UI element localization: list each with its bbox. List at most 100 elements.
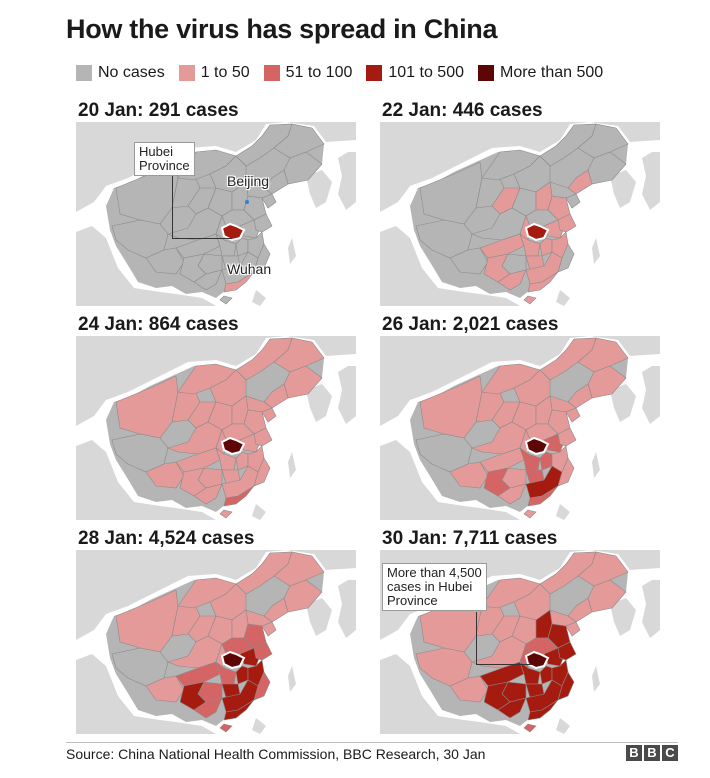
hubei-province-label: Hubei Province bbox=[134, 142, 195, 176]
legend-item: 101 to 500 bbox=[366, 64, 464, 82]
footer: Source: China National Health Commission… bbox=[66, 742, 678, 765]
region-province bbox=[221, 683, 241, 699]
neighbor-land bbox=[306, 384, 332, 422]
legend: No cases 1 to 50 51 to 100 101 to 500 More t… bbox=[76, 62, 617, 84]
region-province bbox=[523, 723, 537, 733]
neighbor-land bbox=[556, 504, 570, 520]
region-province bbox=[565, 407, 581, 423]
legend-label: 101 to 500 bbox=[388, 64, 464, 81]
region-province bbox=[527, 271, 559, 293]
region-province bbox=[523, 295, 537, 305]
map-panel-24-jan: 24 Jan: 864 cases bbox=[76, 314, 356, 522]
region-province bbox=[187, 615, 217, 643]
beijing-label: Beijing bbox=[227, 173, 270, 189]
region-province bbox=[219, 295, 233, 305]
neighbor-land bbox=[76, 440, 216, 520]
panel-title: 26 Jan: 2,021 cases bbox=[382, 314, 559, 335]
neighbor-land bbox=[592, 238, 600, 264]
china-map bbox=[380, 336, 660, 520]
map-panel-26-jan: 26 Jan: 2,021 cases bbox=[380, 314, 660, 522]
panel-title: 20 Jan: 291 cases bbox=[78, 100, 239, 121]
neighbor-land bbox=[76, 654, 216, 734]
china-map bbox=[76, 550, 356, 734]
region-province bbox=[491, 615, 521, 643]
china-map bbox=[76, 122, 356, 306]
hubei-total-leader-line bbox=[476, 664, 532, 665]
china-map-svg bbox=[76, 122, 356, 306]
legend-item: 51 to 100 bbox=[263, 64, 353, 82]
legend-item: No cases bbox=[76, 64, 165, 82]
neighbor-land bbox=[380, 226, 520, 306]
neighbor-land bbox=[380, 440, 520, 520]
neighbor-land bbox=[76, 550, 356, 640]
region-province bbox=[187, 187, 217, 215]
beijing-marker bbox=[245, 200, 249, 204]
region-province bbox=[193, 269, 223, 291]
region-province bbox=[491, 401, 521, 429]
region-province bbox=[557, 427, 577, 447]
neighbor-land bbox=[556, 290, 570, 306]
region-province bbox=[565, 193, 581, 209]
region-province bbox=[187, 401, 217, 429]
region-province bbox=[261, 407, 277, 423]
region-hubei bbox=[524, 222, 550, 242]
neighbor-land bbox=[252, 290, 266, 306]
neighbor-land bbox=[380, 122, 660, 212]
legend-label: No cases bbox=[98, 64, 165, 81]
hubei-leader-line bbox=[172, 238, 232, 239]
map-panel-20-jan: 20 Jan: 291 cases bbox=[76, 100, 356, 308]
region-province bbox=[491, 187, 521, 215]
neighbor-land bbox=[610, 170, 636, 208]
hubei-leader-line bbox=[172, 172, 173, 238]
panel-title: 24 Jan: 864 cases bbox=[78, 314, 239, 335]
china-map bbox=[380, 122, 660, 306]
neighbor-land bbox=[642, 580, 660, 638]
bbc-logo-block: B bbox=[644, 745, 660, 761]
bbc-logo-block: B bbox=[626, 745, 642, 761]
region-province bbox=[497, 697, 527, 719]
region-province bbox=[525, 469, 545, 485]
legend-label: 51 to 100 bbox=[285, 64, 353, 81]
neighbor-land bbox=[338, 152, 356, 210]
panel-title: 28 Jan: 4,524 cases bbox=[78, 528, 255, 549]
legend-swatch bbox=[366, 65, 383, 81]
region-province bbox=[497, 483, 527, 505]
region-province bbox=[565, 621, 581, 637]
neighbor-land bbox=[642, 366, 660, 424]
legend-swatch bbox=[76, 65, 92, 81]
neighbor-land bbox=[642, 152, 660, 210]
bbc-logo-block: C bbox=[662, 745, 678, 761]
legend-label: More than 500 bbox=[500, 64, 604, 81]
region-province bbox=[223, 699, 255, 721]
neighbor-land bbox=[338, 366, 356, 424]
region-province bbox=[223, 485, 255, 507]
neighbor-land bbox=[380, 336, 660, 426]
region-province bbox=[525, 255, 545, 271]
neighbor-land bbox=[288, 666, 296, 692]
hubei-total-leader-line bbox=[476, 612, 477, 664]
region-province bbox=[261, 193, 277, 209]
region-province bbox=[497, 269, 527, 291]
region-province bbox=[253, 213, 273, 233]
neighbor-land bbox=[592, 666, 600, 692]
region-hubei bbox=[220, 436, 246, 456]
region-hubei bbox=[220, 222, 246, 242]
region-province bbox=[557, 213, 577, 233]
region-province bbox=[219, 509, 233, 519]
china-map-svg bbox=[380, 122, 660, 306]
region-province bbox=[525, 683, 545, 699]
region-hubei bbox=[220, 650, 246, 670]
neighbor-land bbox=[252, 718, 266, 734]
legend-swatch bbox=[263, 65, 280, 81]
region-province bbox=[261, 621, 277, 637]
region-province bbox=[253, 427, 273, 447]
legend-swatch bbox=[478, 65, 494, 81]
region-province bbox=[221, 469, 241, 485]
neighbor-land bbox=[610, 598, 636, 636]
region-province bbox=[219, 723, 233, 733]
neighbor-land bbox=[306, 170, 332, 208]
china-map-svg bbox=[76, 550, 356, 734]
neighbor-land bbox=[288, 238, 296, 264]
hubei-total-label: More than 4,500 cases in Hubei Province bbox=[382, 563, 487, 611]
